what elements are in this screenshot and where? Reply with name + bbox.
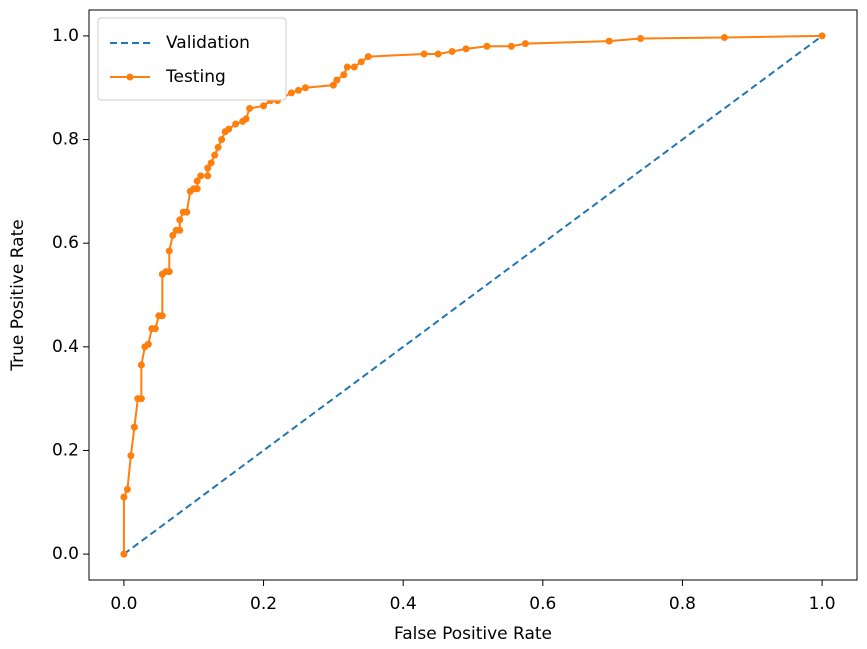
y-tick-label: 0.4: [52, 337, 79, 357]
point: [120, 550, 128, 558]
point: [214, 143, 222, 151]
point: [462, 45, 470, 53]
plot-frame: [88, 9, 858, 581]
point: [207, 159, 215, 167]
point: [193, 177, 201, 185]
point: [420, 50, 428, 58]
point: [120, 493, 128, 501]
point: [144, 340, 152, 348]
point: [357, 58, 365, 66]
legend-label: Testing: [165, 67, 226, 87]
point: [225, 125, 233, 133]
point: [127, 452, 135, 460]
point: [193, 185, 201, 193]
x-tick-label: 0.0: [110, 594, 137, 614]
point: [637, 35, 645, 42]
point: [294, 86, 302, 94]
point: [232, 120, 240, 128]
legend-marker: [126, 73, 134, 81]
point: [204, 172, 212, 180]
point: [483, 42, 491, 50]
point: [165, 268, 173, 276]
point: [211, 151, 219, 159]
point: [343, 63, 351, 71]
point: [246, 104, 254, 112]
point: [169, 231, 177, 239]
y-axis-label: True Positive Rate: [8, 219, 28, 371]
point: [434, 50, 442, 58]
point: [340, 71, 348, 79]
x-tick-label: 0.2: [250, 594, 277, 614]
y-tick-label: 0.0: [52, 544, 79, 564]
point: [301, 84, 309, 92]
point: [720, 33, 728, 41]
point: [364, 53, 372, 61]
point: [137, 395, 145, 403]
x-tick-label: 0.4: [390, 594, 417, 614]
point: [350, 63, 358, 71]
point: [287, 89, 295, 97]
point: [123, 485, 131, 493]
series-line: [123, 35, 823, 555]
point: [165, 247, 173, 255]
legend-label: Validation: [166, 33, 250, 53]
point: [329, 81, 337, 89]
x-tick-label: 0.6: [529, 594, 556, 614]
point: [242, 115, 250, 123]
y-tick-label: 1.0: [52, 26, 79, 46]
point: [218, 136, 226, 144]
point: [507, 42, 515, 50]
point: [448, 47, 456, 55]
point: [176, 216, 184, 224]
legend-box: [97, 17, 287, 101]
x-axis-label: False Positive Rate: [394, 624, 552, 644]
point: [151, 325, 159, 333]
point: [204, 164, 212, 172]
point: [183, 208, 191, 216]
point: [137, 361, 145, 369]
point: [197, 172, 205, 180]
y-tick-label: 0.6: [52, 233, 79, 253]
point: [260, 102, 268, 110]
y-tick-label: 0.8: [52, 130, 79, 150]
x-tick-label: 1.0: [809, 594, 836, 614]
point: [521, 40, 529, 48]
point: [333, 76, 341, 84]
x-tick-label: 0.8: [669, 594, 696, 614]
point: [176, 226, 184, 234]
point: [130, 423, 138, 431]
point: [158, 312, 166, 320]
y-tick-label: 0.2: [52, 440, 79, 460]
point: [605, 37, 613, 45]
point: [818, 32, 826, 40]
